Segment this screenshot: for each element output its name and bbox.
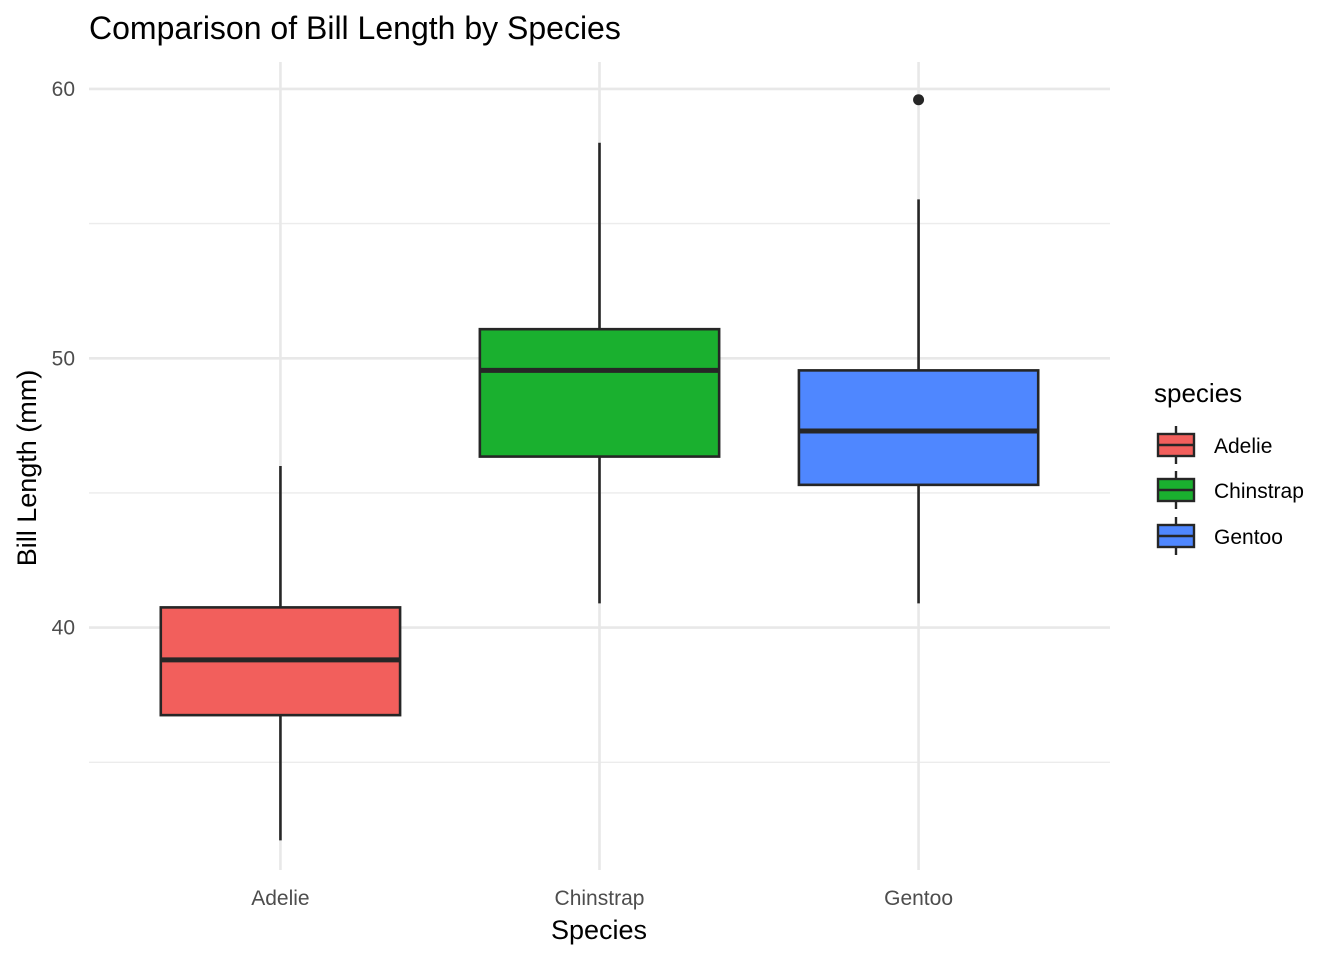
box-iqr xyxy=(797,369,1040,487)
legend-items: Adelie Chinstrap Gentoo xyxy=(1156,426,1304,555)
y-tick-label: 60 xyxy=(52,78,75,101)
y-axis-title: Bill Length (mm) xyxy=(12,370,42,567)
y-tick-label: 50 xyxy=(52,347,75,370)
box-iqr xyxy=(478,327,721,458)
box-chinstrap xyxy=(478,142,721,604)
legend: species Adelie Chinstrap Gentoo xyxy=(1154,378,1304,555)
outlier-point xyxy=(913,94,925,106)
box-gentoo xyxy=(797,94,1040,604)
boxplot-series xyxy=(159,94,1040,841)
legend-label: Gentoo xyxy=(1214,526,1283,549)
y-tick-label: 40 xyxy=(52,617,75,640)
legend-item-adelie: Adelie xyxy=(1156,426,1272,464)
x-axis-ticks: Adelie Chinstrap Gentoo xyxy=(251,887,953,910)
legend-item-chinstrap: Chinstrap xyxy=(1156,471,1304,509)
chart-title: Comparison of Bill Length by Species xyxy=(89,10,621,46)
x-tick-label: Adelie xyxy=(251,887,309,910)
y-axis-ticks: 40 50 60 xyxy=(52,78,75,640)
x-tick-label: Chinstrap xyxy=(555,887,645,910)
legend-title: species xyxy=(1154,378,1242,408)
x-tick-label: Gentoo xyxy=(884,887,953,910)
box-adelie xyxy=(159,466,402,841)
legend-label: Adelie xyxy=(1214,435,1272,458)
x-axis-title: Species xyxy=(551,915,647,945)
legend-item-gentoo: Gentoo xyxy=(1156,517,1283,555)
legend-label: Chinstrap xyxy=(1214,480,1304,503)
